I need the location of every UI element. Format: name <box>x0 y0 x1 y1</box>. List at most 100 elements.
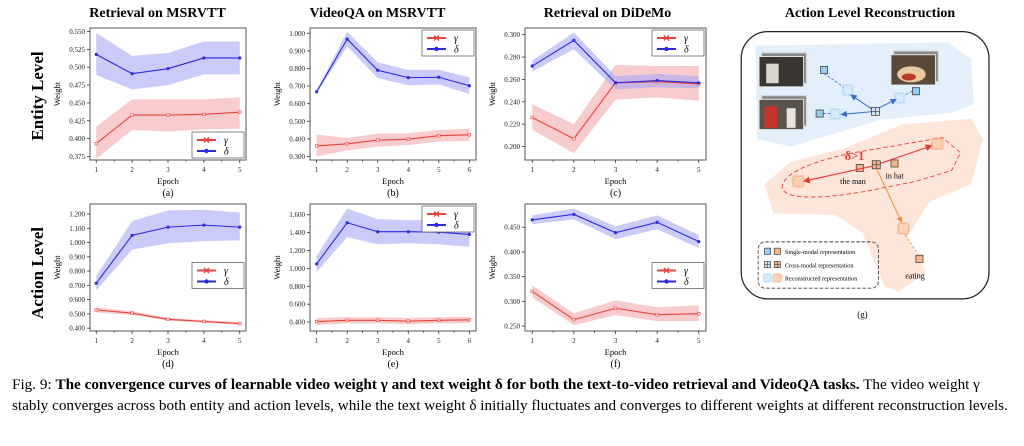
gamma-line <box>316 134 470 147</box>
legend-box <box>421 205 475 233</box>
chart-d: 0.400 0.500 0.600 0.700 0.800 0.900 1.000 1.100… <box>52 203 247 370</box>
gamma-line <box>316 319 470 323</box>
video-frame-1 <box>758 52 807 88</box>
gamma-point <box>238 110 242 114</box>
y-tick-label: 0.400 <box>289 319 305 327</box>
single-modal-node <box>820 65 829 74</box>
delta-point <box>315 90 319 94</box>
x-tick-label: 6 <box>468 337 472 345</box>
x-axis-label: Epoch <box>157 176 179 186</box>
gamma-point <box>655 313 659 317</box>
gamma-point <box>376 138 380 142</box>
delta-point <box>655 220 659 224</box>
y-tick-label: 0.600 <box>289 100 305 108</box>
delta-point <box>697 81 701 85</box>
y-tick-label: 1.000 <box>289 30 305 38</box>
delta-point <box>315 262 319 266</box>
delta-point <box>376 230 380 234</box>
delta-annotation: δ>1 <box>845 149 865 163</box>
legend-gamma-label: γ <box>454 34 459 45</box>
gamma-point <box>202 112 206 116</box>
row-label-action: Action Level <box>28 226 47 320</box>
panel-label: (d) <box>162 359 174 370</box>
y-axis-label: Weight <box>272 255 282 280</box>
single-modal-node <box>915 254 924 263</box>
y-axis-label: Weight <box>487 81 497 106</box>
delta-point <box>437 75 441 79</box>
legend-delta-marker <box>204 148 209 154</box>
chart-a: 0.375 0.400 0.425 0.450 0.475 0.500 0.525 0.550… <box>52 27 247 199</box>
delta-point <box>655 78 659 83</box>
y-tick-label: 0.550 <box>69 28 85 36</box>
x-tick-label: 3 <box>376 337 380 345</box>
y-tick-label: 0.220 <box>504 121 520 129</box>
delta-point <box>166 225 170 229</box>
gamma-point <box>130 113 134 117</box>
legend-gamma-marker <box>203 137 210 143</box>
x-axis-label: Epoch <box>382 347 404 357</box>
x-tick-label: 4 <box>655 337 659 345</box>
delta-point <box>94 281 98 285</box>
gamma-point <box>238 321 242 326</box>
panel-label-g: (g) <box>857 310 867 320</box>
delta-confidence-band <box>96 209 240 291</box>
y-tick-label: 0.375 <box>69 153 85 161</box>
y-tick-label: 1.100 <box>69 225 85 233</box>
x-tick-label: 4 <box>407 166 411 174</box>
delta-point <box>467 232 471 237</box>
x-tick-label: 6 <box>468 166 472 174</box>
y-tick-label: 0.260 <box>504 76 520 84</box>
y-tick-label: 0.600 <box>69 296 85 304</box>
x-tick-label: 2 <box>345 337 349 345</box>
row-label-entity: Entity Level <box>28 51 47 141</box>
gamma-point <box>314 319 319 324</box>
delta-confidence-band <box>532 208 699 248</box>
figure-caption: Fig. 9: The convergence curves of learna… <box>12 374 1017 416</box>
action-level-reconstruction-diagram: δ>1 the man in hat eating Single-modal r… <box>740 30 990 320</box>
gamma-confidence-band <box>316 128 470 157</box>
y-tick-label: 0.500 <box>69 310 85 318</box>
legend-delta-label: δ <box>224 147 229 158</box>
gamma-point <box>572 317 576 322</box>
legend-gamma-label: γ <box>684 266 689 277</box>
reconstructed-node <box>830 109 841 119</box>
delta-point <box>530 64 534 68</box>
legend-box <box>651 262 705 289</box>
y-tick-label: 1.200 <box>289 247 305 255</box>
delta-point <box>376 68 380 72</box>
legend-label-single: Single-modal representation <box>785 249 856 256</box>
gamma-point <box>467 133 472 137</box>
x-tick-label: 4 <box>202 166 206 174</box>
legend-box <box>651 29 705 57</box>
y-tick-label: 0.525 <box>69 46 85 54</box>
legend-gamma-label: γ <box>224 136 229 147</box>
delta-point <box>238 56 242 60</box>
legend: γδ <box>651 29 705 57</box>
y-tick-label: 1.600 <box>289 211 305 219</box>
x-tick-label: 5 <box>238 337 242 345</box>
y-tick-label: 0.350 <box>504 273 520 281</box>
gamma-point <box>467 318 472 322</box>
reconstructed-node <box>842 85 853 95</box>
cross-modal-node <box>871 160 881 170</box>
x-tick-label: 3 <box>166 166 170 174</box>
y-tick-label: 0.240 <box>504 98 520 106</box>
x-tick-label: 5 <box>697 337 701 345</box>
word-the-man: the man <box>840 177 866 186</box>
gamma-point <box>530 115 534 120</box>
x-axis-label: Epoch <box>605 176 627 186</box>
x-tick-label: 5 <box>238 166 242 174</box>
y-tick-label: 0.400 <box>69 325 85 333</box>
gamma-point <box>130 311 134 315</box>
reconstructed-node <box>931 138 943 150</box>
delta-point <box>130 72 134 76</box>
y-axis-label: Weight <box>272 81 282 106</box>
gamma-point <box>166 317 170 321</box>
y-axis-label: Weight <box>52 81 62 106</box>
y-tick-label: 1.400 <box>289 229 305 237</box>
gamma-point <box>437 134 441 138</box>
delta-point <box>572 212 576 216</box>
legend: γδ <box>651 262 705 289</box>
x-tick-label: 4 <box>655 166 659 174</box>
panel-title-c: Retrieval on DiDeMo <box>543 6 672 21</box>
